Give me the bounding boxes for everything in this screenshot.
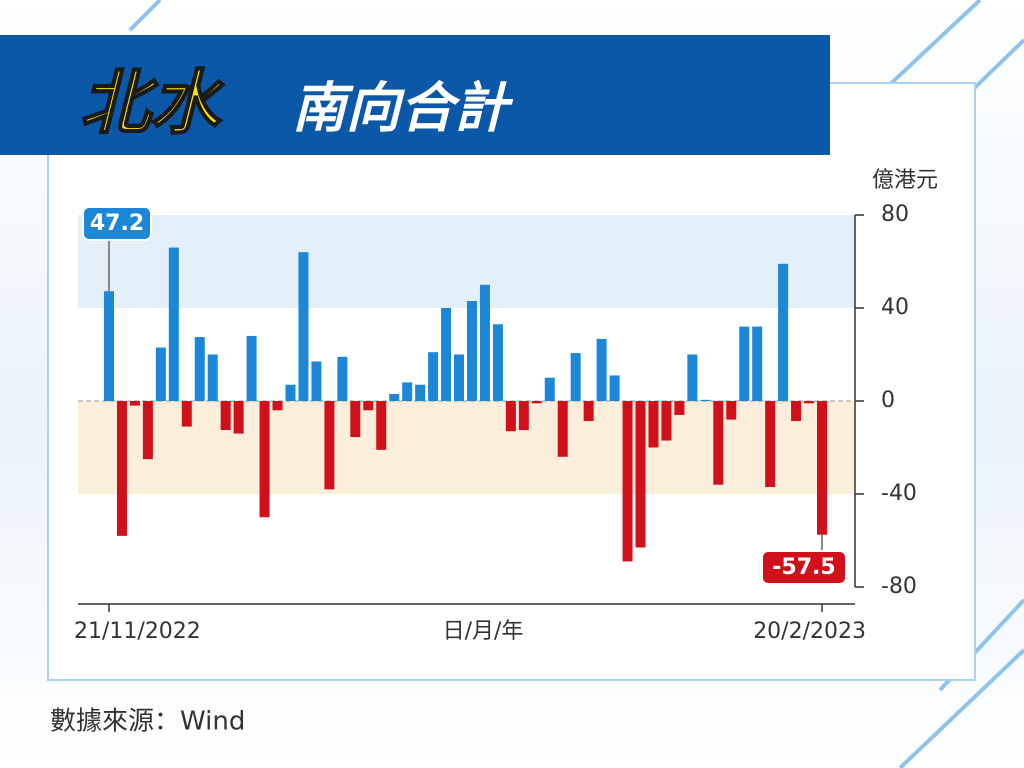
value-label: -57.5 xyxy=(772,555,835,580)
bar xyxy=(402,382,413,401)
bar xyxy=(311,361,322,401)
bar xyxy=(778,263,789,401)
y-tick-label: -40 xyxy=(881,481,917,506)
bar xyxy=(272,401,283,411)
bar xyxy=(441,308,452,401)
bar xyxy=(687,354,698,401)
y-tick-label: -80 xyxy=(881,574,917,599)
value-label: 47.2 xyxy=(90,211,144,236)
bar xyxy=(324,401,335,490)
bar xyxy=(285,384,296,401)
bar xyxy=(233,401,244,434)
bar xyxy=(454,354,465,401)
bar xyxy=(505,401,516,432)
title-banner xyxy=(0,35,830,155)
bar xyxy=(752,326,763,401)
bar xyxy=(583,401,594,421)
chart-title: 北水 xyxy=(80,62,225,144)
bar xyxy=(246,335,257,401)
bar xyxy=(220,401,231,431)
bar xyxy=(635,401,646,548)
bar xyxy=(739,326,750,401)
bar xyxy=(479,284,490,401)
bar xyxy=(207,354,218,401)
bar xyxy=(428,352,439,401)
value-label-box xyxy=(761,550,847,585)
band xyxy=(78,215,855,308)
bar xyxy=(259,401,270,518)
bar xyxy=(363,401,374,411)
plot: -80 -40 0 40 80 21/11/2022 20/2/2023 47.2 -57.5 xyxy=(74,202,917,644)
bar xyxy=(350,401,361,438)
bar xyxy=(648,401,659,448)
bar xyxy=(116,401,127,536)
chart-subtitle: 南向合計 xyxy=(292,77,514,140)
bar xyxy=(674,401,685,415)
y-tick-label: 40 xyxy=(881,295,909,320)
bar xyxy=(531,401,542,404)
source: 數據來源：Wind xyxy=(50,707,245,737)
chart-panel xyxy=(47,82,976,681)
y-tick-label: 80 xyxy=(881,202,909,227)
bar xyxy=(726,401,737,420)
bar xyxy=(492,324,503,401)
bar xyxy=(142,401,153,460)
bar xyxy=(298,252,309,401)
bar xyxy=(104,291,114,401)
bar xyxy=(661,401,672,441)
y-tick-label: 0 xyxy=(881,388,895,413)
bar xyxy=(376,401,387,450)
bar xyxy=(765,401,776,488)
bar xyxy=(389,394,400,401)
value-label-box xyxy=(82,206,152,241)
bar xyxy=(466,301,477,401)
bar xyxy=(570,353,581,401)
bar xyxy=(713,401,724,485)
band xyxy=(78,401,855,494)
bar xyxy=(337,356,348,401)
bar xyxy=(622,401,633,562)
bar xyxy=(817,401,827,535)
bar xyxy=(194,337,205,401)
bar xyxy=(544,377,555,401)
bar xyxy=(168,247,179,401)
bar xyxy=(181,401,192,427)
bar xyxy=(596,338,607,401)
bar xyxy=(155,347,166,401)
bar xyxy=(415,384,426,401)
x-tick-label: 20/2/2023 xyxy=(753,619,866,644)
bar xyxy=(804,401,815,404)
bar xyxy=(791,401,802,421)
bar xyxy=(518,401,529,431)
bar xyxy=(557,401,568,457)
y-axis-label: 億港元 xyxy=(872,168,938,193)
bar xyxy=(609,375,620,401)
bar xyxy=(129,401,140,406)
bar xyxy=(700,399,711,401)
x-tick-label: 21/11/2022 xyxy=(74,619,201,644)
x-axis-label: 日/月/年 xyxy=(443,619,524,644)
